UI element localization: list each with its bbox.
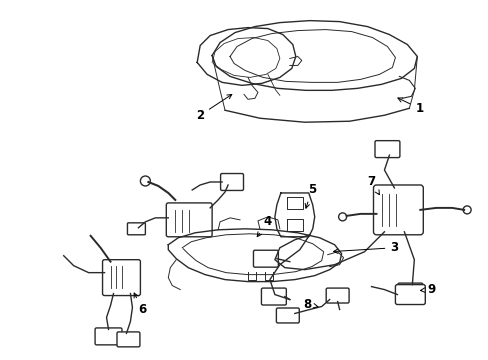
FancyBboxPatch shape xyxy=(127,223,145,235)
FancyBboxPatch shape xyxy=(117,332,140,347)
Text: 8: 8 xyxy=(303,298,317,311)
Text: 9: 9 xyxy=(420,283,434,296)
FancyBboxPatch shape xyxy=(95,328,122,345)
FancyBboxPatch shape xyxy=(166,203,212,237)
Text: 6: 6 xyxy=(134,293,146,316)
FancyBboxPatch shape xyxy=(397,283,422,300)
Text: 5: 5 xyxy=(305,184,315,208)
FancyBboxPatch shape xyxy=(102,260,140,296)
FancyBboxPatch shape xyxy=(276,308,299,323)
FancyBboxPatch shape xyxy=(261,288,286,305)
Text: 2: 2 xyxy=(196,94,231,122)
Text: 3: 3 xyxy=(333,241,398,254)
FancyBboxPatch shape xyxy=(220,174,243,190)
FancyBboxPatch shape xyxy=(395,285,425,305)
FancyBboxPatch shape xyxy=(325,288,348,303)
Text: 1: 1 xyxy=(397,98,423,115)
FancyBboxPatch shape xyxy=(253,250,278,267)
FancyBboxPatch shape xyxy=(374,141,399,158)
Text: 7: 7 xyxy=(366,175,379,195)
FancyBboxPatch shape xyxy=(373,185,423,235)
Text: 4: 4 xyxy=(257,215,271,237)
